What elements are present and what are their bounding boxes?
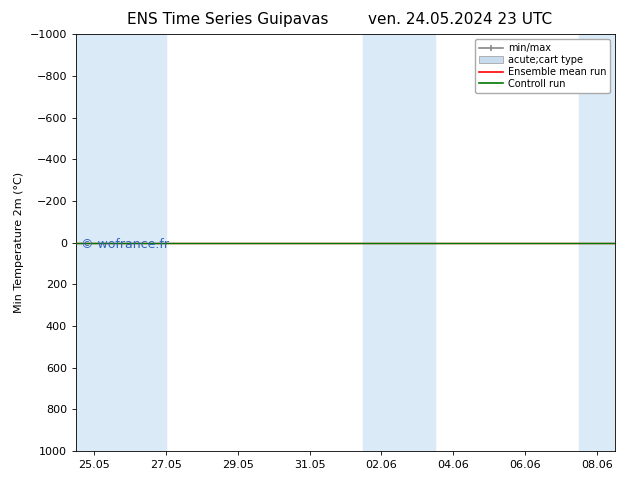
Text: ven. 24.05.2024 23 UTC: ven. 24.05.2024 23 UTC: [368, 12, 552, 27]
Text: ENS Time Series Guipavas: ENS Time Series Guipavas: [127, 12, 328, 27]
Y-axis label: Min Temperature 2m (°C): Min Temperature 2m (°C): [14, 172, 24, 313]
Bar: [363, 34, 436, 451]
Bar: [579, 34, 615, 451]
Bar: [76, 34, 166, 451]
Text: © wofrance.fr: © wofrance.fr: [81, 238, 169, 251]
Legend: min/max, acute;cart type, Ensemble mean run, Controll run: min/max, acute;cart type, Ensemble mean …: [475, 39, 610, 93]
